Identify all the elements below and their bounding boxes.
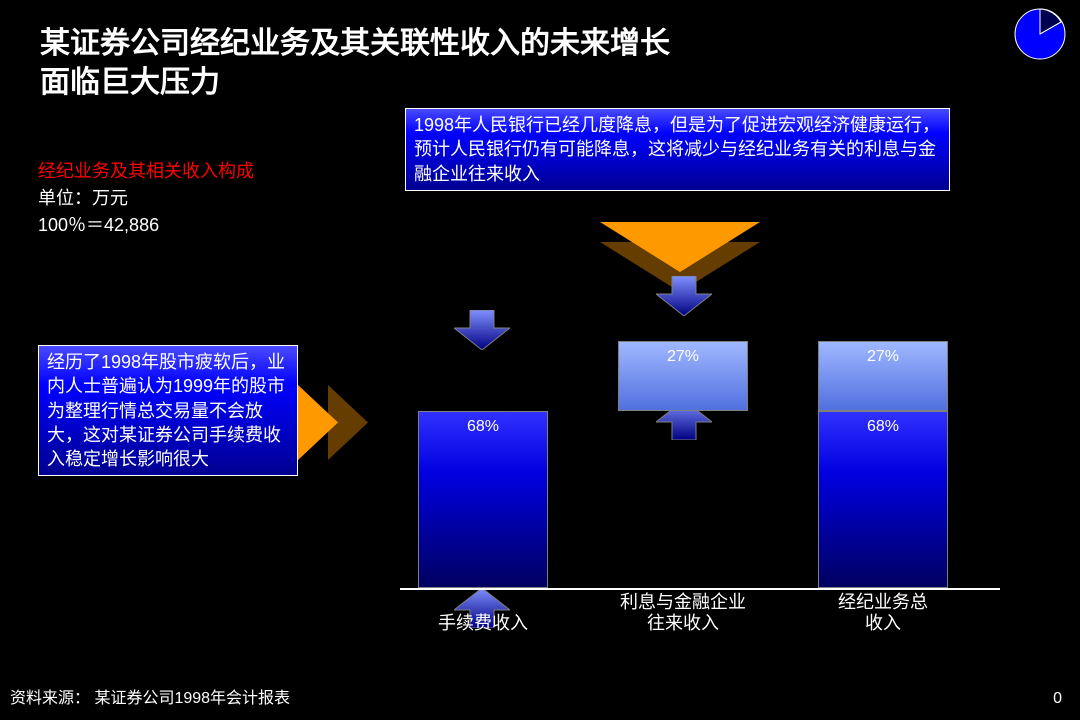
subtitle-line1: 经纪业务及其相关收入构成: [38, 158, 254, 185]
bar-value: 68%: [867, 418, 899, 436]
arrow-right-orange-icon: [298, 385, 368, 460]
subtitle-line3: 100％＝42,886: [38, 212, 254, 239]
chart-baseline: [400, 588, 1000, 590]
slide-title: 某证券公司经纪业务及其关联性收入的未来增长 面临巨大压力: [40, 24, 670, 102]
bar-value: 27%: [667, 348, 699, 366]
bar-segment-3-upper: 27%: [818, 341, 948, 411]
bar-segment-2: 27%: [618, 341, 748, 411]
bar-segment-1: 68%: [418, 411, 548, 588]
progress-pie: [1014, 8, 1066, 60]
x-label-2: 利息与金融企业往来收入: [598, 592, 768, 635]
source-citation: 资料来源： 某证券公司1998年会计报表: [10, 684, 290, 708]
waterfall-chart: 68% 手续费收入 27% 利息与金融企业往来收入 68% 27% 经纪业务总收…: [400, 290, 1000, 615]
callout-top: 1998年人民银行已经几度降息，但是为了促进宏观经济健康运行，预计人民银行仍有可…: [405, 108, 950, 191]
callout-left: 经历了1998年股市疲软后，业内人士普遍认为1999年的股市为整理行情总交易量不…: [38, 345, 298, 476]
title-line1: 某证券公司经纪业务及其关联性收入的未来增长: [40, 27, 670, 60]
page-number: 0: [1053, 690, 1062, 708]
bar-value: 27%: [867, 348, 899, 366]
x-label-3: 经纪业务总收入: [818, 592, 948, 635]
subtitle-line2: 单位：万元: [38, 185, 254, 212]
x-label-1: 手续费收入: [418, 613, 548, 635]
bar-value: 68%: [467, 418, 499, 436]
title-line2: 面临巨大压力: [40, 66, 220, 99]
bar-segment-3-lower: 68%: [818, 411, 948, 588]
chart-subtitle: 经纪业务及其相关收入构成 单位：万元 100％＝42,886: [38, 158, 254, 239]
